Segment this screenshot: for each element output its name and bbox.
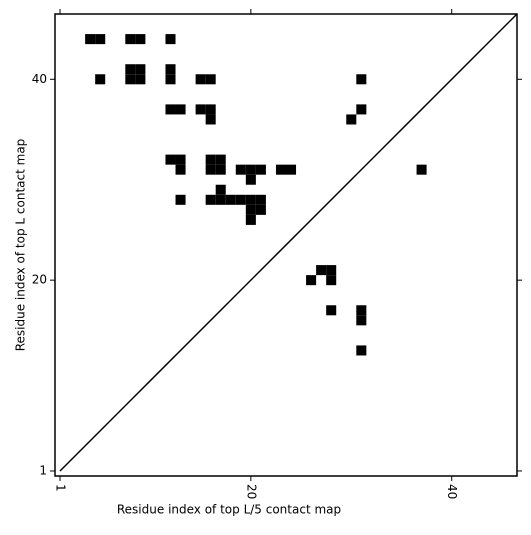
- contact-cell: [215, 154, 226, 165]
- contact-cell: [356, 345, 367, 356]
- y-axis-label: Residue index of top L contact map: [14, 139, 28, 352]
- y-tick-label: 1: [39, 463, 47, 477]
- contact-cell: [125, 34, 136, 45]
- contact-cell: [165, 34, 176, 45]
- contact-cell: [175, 194, 186, 205]
- contact-cell: [175, 164, 186, 175]
- contact-cell: [356, 104, 367, 115]
- contact-cell: [205, 154, 216, 165]
- contact-cell: [125, 64, 136, 75]
- y-tick-label: 40: [32, 72, 47, 86]
- contact-cell: [205, 104, 216, 115]
- contact-cell: [195, 74, 206, 85]
- contact-cell: [326, 305, 337, 316]
- contact-cell: [165, 64, 176, 75]
- contact-cell: [235, 194, 246, 205]
- contact-cell: [175, 154, 186, 165]
- contact-cell: [135, 74, 146, 85]
- contact-cell: [95, 34, 106, 45]
- contact-cell: [135, 64, 146, 75]
- x-tick-label: 1: [54, 484, 68, 492]
- contact-cell: [326, 265, 337, 276]
- contact-cell: [165, 74, 176, 85]
- contact-cell: [225, 194, 236, 205]
- contact-cell: [255, 164, 266, 175]
- contact-cell: [235, 164, 246, 175]
- contact-cell: [245, 164, 256, 175]
- contact-cell: [245, 204, 256, 215]
- contact-cell: [215, 194, 226, 205]
- contact-cell: [255, 194, 266, 205]
- contact-cell: [125, 74, 136, 85]
- contact-cell: [286, 164, 297, 175]
- contact-cell: [165, 154, 176, 165]
- y-tick-label: 20: [32, 273, 47, 287]
- contact-cell: [195, 104, 206, 115]
- diagonal-line: [59, 13, 518, 472]
- contact-cell: [215, 164, 226, 175]
- x-tick-label: 20: [244, 484, 258, 499]
- contact-cell: [255, 204, 266, 215]
- contact-cell: [135, 34, 146, 45]
- plot-frame: [54, 13, 518, 477]
- contact-cell: [275, 164, 286, 175]
- contact-cell: [175, 104, 186, 115]
- contact-cell: [316, 265, 327, 276]
- contact-cell: [165, 104, 176, 115]
- contact-cell: [205, 74, 216, 85]
- contact-cell: [346, 114, 357, 125]
- contact-cell: [306, 275, 317, 286]
- x-tick-label: 40: [445, 484, 459, 499]
- contact-cell: [205, 164, 216, 175]
- contact-cell: [245, 174, 256, 185]
- contact-cell: [205, 194, 216, 205]
- x-axis-label: Residue index of top L/5 contact map: [117, 503, 341, 517]
- contact-cell: [245, 194, 256, 205]
- contact-cell: [416, 164, 427, 175]
- contact-cell: [356, 305, 367, 316]
- contact-cell: [95, 74, 106, 85]
- contact-cell: [205, 114, 216, 125]
- contact-cell: [245, 214, 256, 225]
- contact-cell: [85, 34, 96, 45]
- contact-cell: [215, 184, 226, 195]
- contact-cell: [356, 315, 367, 326]
- contact-cell: [326, 275, 337, 286]
- contact-cell: [356, 74, 367, 85]
